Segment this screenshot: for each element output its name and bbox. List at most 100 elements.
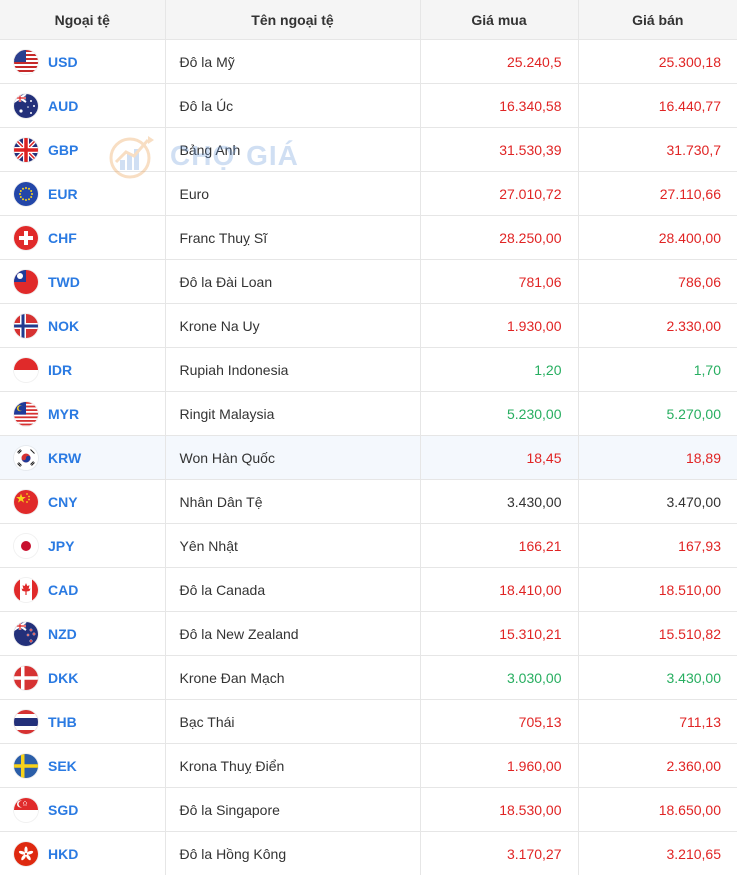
table-row[interactable]: HKD Đô la Hồng Kông 3.170,27 3.210,65: [0, 831, 737, 875]
table-row[interactable]: SGD Đô la Singapore 18.530,00 18.650,00: [0, 787, 737, 832]
no-flag-icon: [14, 313, 38, 338]
buy-price: 18.530,00: [419, 787, 578, 832]
au-flag-icon: [14, 93, 38, 118]
currency-code[interactable]: DKK: [48, 669, 79, 686]
currency-name: Đô la New Zealand: [164, 611, 420, 656]
sell-price: 167,93: [577, 523, 737, 568]
table-row[interactable]: CNY Nhân Dân Tệ 3.430,00 3.470,00: [0, 479, 737, 524]
header-buy[interactable]: Giá mua: [419, 0, 578, 40]
currency-name: Ringit Malaysia: [164, 391, 420, 436]
buy-price: 1.930,00: [419, 303, 578, 348]
currency-code[interactable]: MYR: [48, 405, 80, 422]
currency-code-cell: IDR: [0, 347, 165, 392]
table-row[interactable]: NZD Đô la New Zealand 15.310,21 15.510,82: [0, 611, 737, 656]
table-row[interactable]: GBP Bảng Anh 31.530,39 31.730,7: [0, 127, 737, 172]
header-name[interactable]: Tên ngoại tệ: [164, 0, 420, 40]
tw-flag-icon: [14, 269, 38, 294]
gb-flag-icon: [14, 137, 38, 162]
table-row[interactable]: TWD Đô la Đài Loan 781,06 786,06: [0, 259, 737, 304]
currency-code-cell: CAD: [0, 567, 165, 612]
buy-price: 1.960,00: [419, 743, 578, 788]
sell-price: 18.510,00: [577, 567, 737, 612]
currency-code[interactable]: EUR: [48, 185, 78, 202]
header-code[interactable]: Ngoại tệ: [0, 0, 165, 40]
currency-code[interactable]: CHF: [48, 229, 77, 246]
currency-name: Đô la Canada: [164, 567, 420, 612]
buy-price: 31.530,39: [419, 127, 578, 172]
table-body: USD Đô la Mỹ 25.240,5 25.300,18 AUD Đô la Úc 1…: [0, 39, 737, 875]
currency-code-cell: TWD: [0, 259, 165, 304]
currency-name: Franc Thuỵ Sĩ: [164, 215, 420, 260]
currency-name: Đô la Singapore: [164, 787, 420, 832]
kr-flag-icon: [14, 445, 38, 470]
se-flag-icon: [14, 753, 38, 778]
table-row[interactable]: CHF Franc Thuỵ Sĩ 28.250,00 28.400,00: [0, 215, 737, 260]
currency-code-cell: HKD: [0, 831, 165, 875]
table-row[interactable]: MYR Ringit Malaysia 5.230,00 5.270,00: [0, 391, 737, 436]
buy-price: 27.010,72: [419, 171, 578, 216]
table-row[interactable]: THB Bạc Thái 705,13 711,13: [0, 699, 737, 744]
currency-name: Đô la Úc: [164, 83, 420, 128]
currency-code[interactable]: TWD: [48, 273, 80, 290]
currency-code-cell: USD: [0, 39, 165, 84]
table-row[interactable]: USD Đô la Mỹ 25.240,5 25.300,18: [0, 39, 737, 84]
table-row[interactable]: NOK Krone Na Uy 1.930,00 2.330,00: [0, 303, 737, 348]
currency-code[interactable]: GBP: [48, 141, 79, 158]
currency-code-cell: MYR: [0, 391, 165, 436]
sell-price: 711,13: [577, 699, 737, 744]
table-row[interactable]: IDR Rupiah Indonesia 1,20 1,70: [0, 347, 737, 392]
currency-code[interactable]: JPY: [48, 537, 75, 554]
table-header: Ngoại tệ Tên ngoại tệ Giá mua Giá bán: [0, 0, 737, 40]
currency-name: Euro: [164, 171, 420, 216]
id-flag-icon: [14, 357, 38, 382]
currency-name: Nhân Dân Tệ: [164, 479, 420, 524]
currency-code-cell: JPY: [0, 523, 165, 568]
sg-flag-icon: [14, 797, 38, 822]
nz-flag-icon: [14, 621, 38, 646]
currency-code[interactable]: USD: [48, 53, 78, 70]
dk-flag-icon: [14, 665, 38, 690]
currency-name: Đô la Hồng Kông: [164, 831, 420, 875]
currency-code[interactable]: AUD: [48, 97, 79, 114]
currency-name: Krone Đan Mạch: [164, 655, 420, 700]
currency-code[interactable]: HKD: [48, 845, 79, 862]
currency-name: Krona Thuỵ Điển: [164, 743, 420, 788]
currency-code[interactable]: NZD: [48, 625, 77, 642]
currency-code-cell: NZD: [0, 611, 165, 656]
table-row[interactable]: SEK Krona Thuỵ Điển 1.960,00 2.360,00: [0, 743, 737, 788]
currency-code[interactable]: CAD: [48, 581, 79, 598]
sell-price: 3.430,00: [577, 655, 737, 700]
currency-code[interactable]: IDR: [48, 361, 73, 378]
sell-price: 786,06: [577, 259, 737, 304]
eu-flag-icon: [14, 181, 38, 206]
sell-price: 28.400,00: [577, 215, 737, 260]
buy-price: 166,21: [419, 523, 578, 568]
currency-code-cell: DKK: [0, 655, 165, 700]
buy-price: 781,06: [419, 259, 578, 304]
table-row[interactable]: EUR Euro 27.010,72 27.110,66: [0, 171, 737, 216]
buy-price: 28.250,00: [419, 215, 578, 260]
currency-name: Krone Na Uy: [164, 303, 420, 348]
buy-price: 3.430,00: [419, 479, 578, 524]
currency-code[interactable]: CNY: [48, 493, 78, 510]
currency-code[interactable]: SEK: [48, 757, 77, 774]
currency-name: Đô la Đài Loan: [164, 259, 420, 304]
currency-code[interactable]: NOK: [48, 317, 80, 334]
currency-code-cell: CHF: [0, 215, 165, 260]
hk-flag-icon: [14, 841, 38, 866]
sell-price: 2.360,00: [577, 743, 737, 788]
ca-flag-icon: [14, 577, 38, 602]
currency-code[interactable]: KRW: [48, 449, 82, 466]
table-row[interactable]: JPY Yên Nhật 166,21 167,93: [0, 523, 737, 568]
table-row[interactable]: CAD Đô la Canada 18.410,00 18.510,00: [0, 567, 737, 612]
currency-code-cell: NOK: [0, 303, 165, 348]
currency-code[interactable]: SGD: [48, 801, 79, 818]
header-sell[interactable]: Giá bán: [577, 0, 737, 40]
table-row[interactable]: AUD Đô la Úc 16.340,58 16.440,77: [0, 83, 737, 128]
table-row[interactable]: DKK Krone Đan Mạch 3.030,00 3.430,00: [0, 655, 737, 700]
currency-code[interactable]: THB: [48, 713, 77, 730]
buy-price: 15.310,21: [419, 611, 578, 656]
sell-price: 1,70: [577, 347, 737, 392]
table-row[interactable]: KRW Won Hàn Quốc 18,45 18,89: [0, 435, 737, 480]
